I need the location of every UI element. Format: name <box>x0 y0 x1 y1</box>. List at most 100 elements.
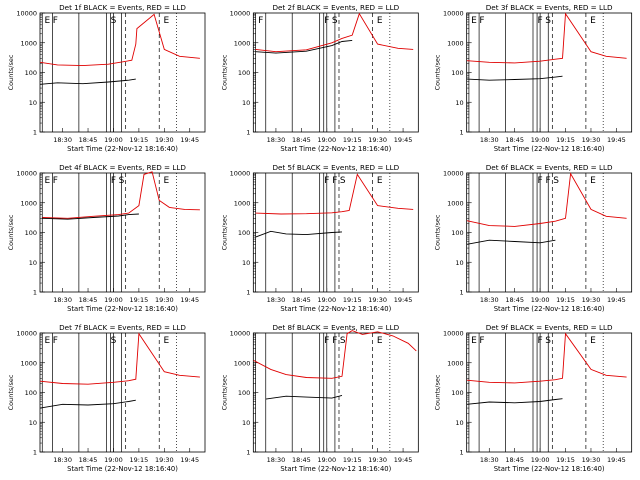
y-axis-label: Counts/sec <box>7 54 15 90</box>
chart-panel-9: Det 9f BLACK = Events, RED = LLD 1 10 100 10… <box>434 323 633 473</box>
x-tick-label: 18:30 <box>480 136 499 144</box>
y-axis-label: Counts/sec <box>7 214 15 250</box>
x-tick-label: 19:30 <box>582 136 601 144</box>
chart-title: Det 2f BLACK = Events, RED = LLD <box>272 3 399 12</box>
x-axis-label: Start Time (22-Nov-12 18:16:40) <box>67 465 178 473</box>
x-tick-label: 18:45 <box>292 136 311 144</box>
x-tick-label: 18:45 <box>79 296 98 304</box>
x-tick-label: 19:45 <box>180 296 199 304</box>
x-tick-label: 19:30 <box>582 456 601 464</box>
x-tick-label: 19:30 <box>368 296 387 304</box>
y-tick-label: 10000 <box>16 10 37 18</box>
phase-marker: E <box>590 176 596 186</box>
y-tick-label: 1 <box>460 129 464 137</box>
y-tick-label: 1000 <box>20 199 37 207</box>
x-tick-label: 18:30 <box>480 456 499 464</box>
phase-marker: S <box>553 176 559 186</box>
y-tick-label: 100 <box>25 229 37 237</box>
phase-marker: F <box>53 336 58 346</box>
x-tick-label: 18:30 <box>267 136 286 144</box>
x-axis-label: Start Time (22-Nov-12 18:16:40) <box>280 465 391 473</box>
chart-title: Det 5f BLACK = Events, RED = LLD <box>272 163 399 172</box>
y-tick-label: 10 <box>455 259 463 267</box>
chart-title: Det 1f BLACK = Events, RED = LLD <box>59 3 186 12</box>
y-axis-label: Counts/sec <box>220 214 228 250</box>
y-tick-label: 10000 <box>16 170 37 178</box>
x-tick-label: 19:15 <box>343 296 362 304</box>
phase-marker: F <box>538 176 543 186</box>
chart-title: Det 9f BLACK = Events, RED = LLD <box>486 323 613 332</box>
phase-marker: E <box>44 16 50 26</box>
phase-marker: F <box>324 16 329 26</box>
x-tick-label: 19:30 <box>582 296 601 304</box>
phase-marker: E <box>377 176 383 186</box>
x-tick-label: 19:00 <box>531 136 550 144</box>
events-series-line <box>255 230 343 238</box>
y-tick-label: 1 <box>33 289 37 297</box>
x-axis-label: Start Time (22-Nov-12 18:16:40) <box>67 305 178 313</box>
y-tick-label: 1 <box>246 129 250 137</box>
x-tick-label: 18:45 <box>79 456 98 464</box>
x-tick-label: 18:30 <box>267 296 286 304</box>
y-tick-label: 1 <box>246 289 250 297</box>
x-tick-label: 19:15 <box>130 456 149 464</box>
events-series-line <box>42 213 139 220</box>
chart-panel-5: Det 5f BLACK = Events, RED = LLD 1 10 100 10… <box>220 163 419 313</box>
x-tick-label: 19:00 <box>104 136 123 144</box>
phase-marker: F <box>538 336 543 346</box>
y-tick-label: 1 <box>33 129 37 137</box>
phase-marker: F <box>538 16 543 26</box>
phase-marker: S <box>332 16 338 26</box>
lld-series-line <box>255 12 414 53</box>
y-tick-label: 10000 <box>230 170 251 178</box>
x-tick-label: 19:30 <box>155 136 174 144</box>
y-tick-label: 100 <box>451 69 463 77</box>
phase-marker: F <box>324 336 329 346</box>
lld-series-line <box>40 332 200 385</box>
x-tick-label: 19:15 <box>343 136 362 144</box>
plot-frame <box>466 332 633 453</box>
y-axis-label: Counts/sec <box>434 54 442 90</box>
x-tick-label: 19:00 <box>317 296 336 304</box>
phase-marker: F <box>53 176 58 186</box>
x-tick-label: 19:15 <box>130 296 149 304</box>
lld-series-line <box>42 171 200 219</box>
chart-panel-7: Det 7f BLACK = Events, RED = LLD 1 10 100 10… <box>7 323 206 473</box>
phase-marker: E <box>590 16 596 26</box>
y-tick-label: 1000 <box>447 39 464 47</box>
phase-marker: E <box>471 16 477 26</box>
phase-marker: F <box>546 176 551 186</box>
x-tick-label: 18:30 <box>53 136 72 144</box>
phase-marker: E <box>164 176 170 186</box>
x-tick-label: 19:00 <box>531 296 550 304</box>
x-tick-label: 19:15 <box>556 296 575 304</box>
x-tick-label: 19:45 <box>394 296 413 304</box>
lld-series-line <box>466 12 627 64</box>
y-tick-label: 100 <box>238 69 250 77</box>
phase-marker: F <box>53 16 58 26</box>
y-tick-label: 10 <box>242 99 250 107</box>
x-tick-label: 18:45 <box>505 296 524 304</box>
x-tick-label: 19:15 <box>556 136 575 144</box>
y-tick-label: 10000 <box>230 10 251 18</box>
y-tick-label: 10000 <box>16 330 37 338</box>
phase-marker: E <box>377 336 383 346</box>
plot-frame <box>252 12 419 133</box>
events-series-line <box>40 399 136 409</box>
x-axis-label: Start Time (22-Nov-12 18:16:40) <box>494 305 605 313</box>
y-tick-label: 1 <box>460 449 464 457</box>
y-tick-label: 100 <box>451 389 463 397</box>
y-axis-label: Counts/sec <box>220 54 228 90</box>
x-tick-label: 18:30 <box>267 456 286 464</box>
plot-frame <box>39 12 206 133</box>
x-tick-label: 19:30 <box>368 456 387 464</box>
lld-series-line <box>255 173 414 215</box>
events-series-line <box>265 394 343 400</box>
x-axis-label: Start Time (22-Nov-12 18:16:40) <box>280 145 391 153</box>
x-tick-label: 19:30 <box>368 136 387 144</box>
y-tick-label: 10 <box>242 419 250 427</box>
events-series-line <box>40 78 136 85</box>
y-tick-label: 10000 <box>443 170 464 178</box>
y-tick-label: 1000 <box>20 39 37 47</box>
